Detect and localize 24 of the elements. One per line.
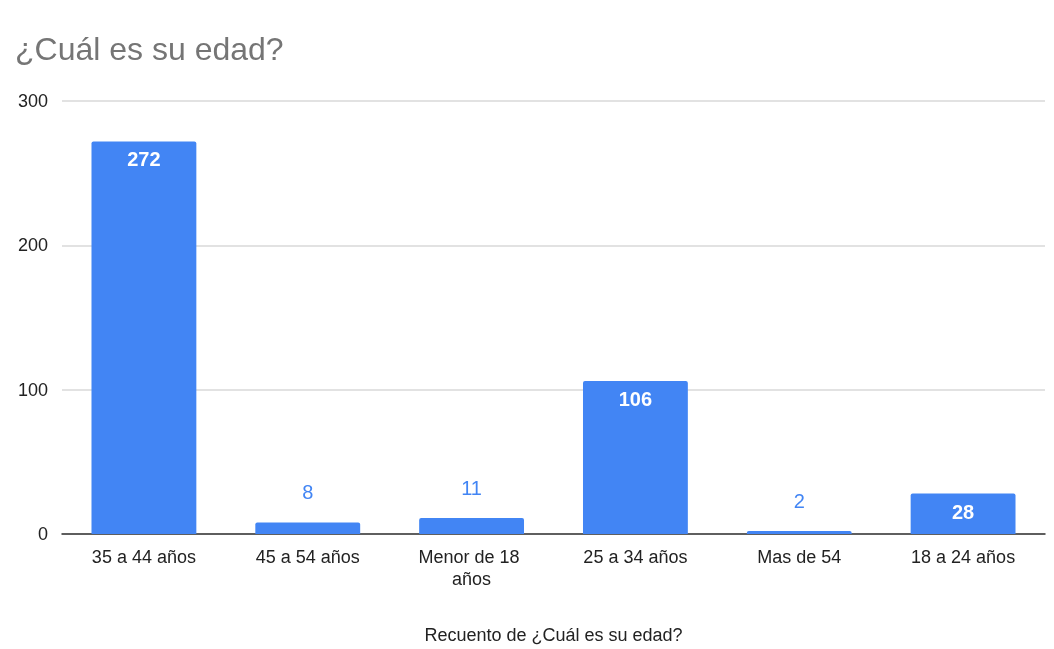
data-label: 272: [127, 148, 161, 171]
x-axis-title: Recuento de ¿Cuál es su edad?: [424, 625, 683, 645]
data-label: 8: [302, 481, 314, 504]
y-tick-label: 100: [17, 379, 48, 400]
bar: [255, 522, 361, 534]
x-tick-label: 25 a 34 años: [583, 547, 688, 567]
data-label: 106: [618, 388, 653, 411]
y-tick-label: 0: [37, 524, 48, 544]
bar: [582, 381, 688, 534]
bar: [419, 518, 525, 534]
bar: [746, 531, 852, 534]
x-tick-label: 18 a 24 años: [911, 547, 1016, 567]
data-label: 2: [793, 490, 805, 513]
y-tick-label: 300: [17, 91, 48, 111]
data-label: 28: [951, 500, 975, 523]
chart-title: ¿Cuál es su edad?: [15, 31, 284, 67]
x-tick-label: 45 a 54 años: [255, 547, 360, 567]
x-tick-label: Menor de 18 años: [418, 547, 525, 589]
bar: [91, 141, 197, 534]
x-tick-label: 35 a 44 años: [91, 547, 196, 567]
bar: [910, 493, 1016, 534]
x-tick-label: Mas de 54: [757, 547, 842, 567]
data-label: 11: [461, 477, 482, 500]
y-tick-label: 200: [17, 235, 48, 256]
